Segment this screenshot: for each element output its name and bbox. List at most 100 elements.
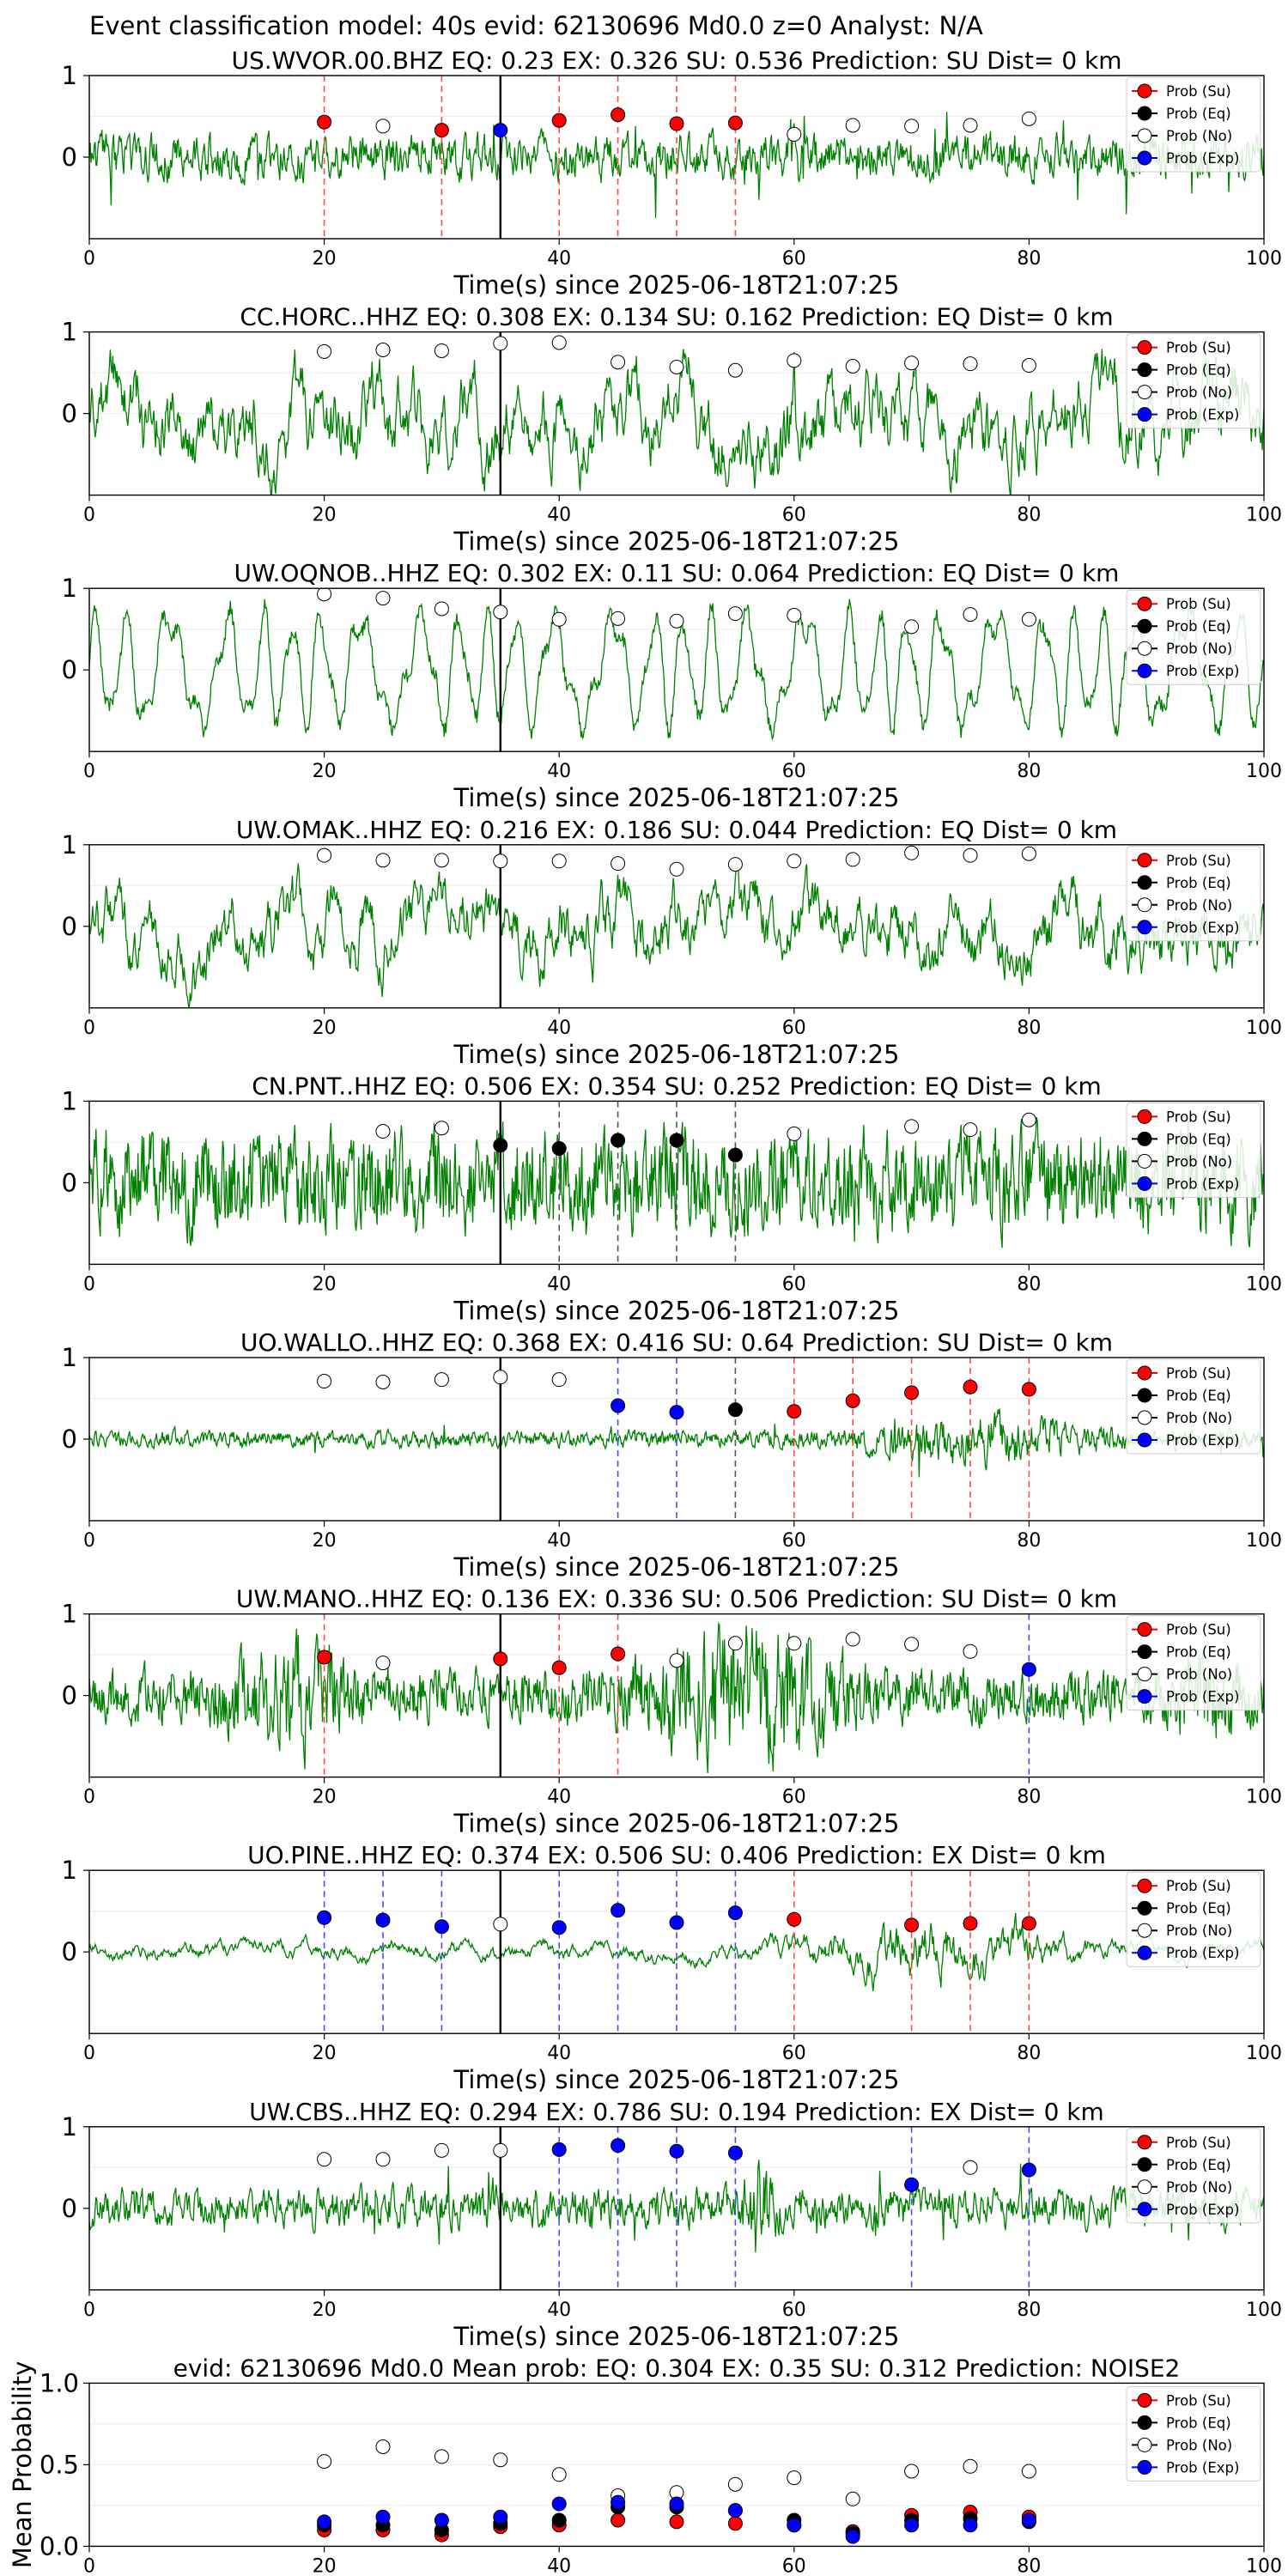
prob-marker-no	[1021, 111, 1036, 126]
prob-marker-exp	[551, 2142, 567, 2157]
legend-frame	[1126, 846, 1261, 942]
prob-marker-eq	[669, 1133, 684, 1148]
legend-label: Prob (Exp)	[1166, 407, 1239, 423]
legend-label: Prob (No)	[1166, 897, 1232, 914]
prob-marker-no	[787, 854, 802, 869]
legend-marker-eq	[1137, 1131, 1152, 1146]
x-tick-label: 80	[1017, 1018, 1041, 1039]
prob-marker-no	[963, 848, 978, 863]
prob-marker-su	[611, 1646, 626, 1662]
legend-label: Prob (No)	[1166, 2179, 1232, 2196]
prob-marker-exp	[434, 1919, 449, 1935]
legend-marker-exp	[1137, 1689, 1152, 1704]
legend-label: Prob (Su)	[1166, 340, 1231, 356]
prob-marker-no	[787, 353, 802, 368]
legend-frame	[1126, 1358, 1261, 1455]
prob-marker-no	[375, 343, 391, 357]
prob-marker-no	[434, 2142, 449, 2158]
panel-title: UW.OQNOB..HHZ EQ: 0.302 EX: 0.11 SU: 0.0…	[234, 559, 1120, 587]
x-tick-label: 0	[83, 1273, 95, 1295]
prob-marker-no	[375, 1656, 391, 1671]
prob-marker-su	[963, 1379, 978, 1394]
legend-marker-su	[1137, 2392, 1152, 2408]
legend-label: Prob (Eq)	[1166, 1131, 1231, 1147]
panel-title: CC.HORC..HHZ EQ: 0.308 EX: 0.134 SU: 0.1…	[240, 303, 1113, 331]
prob-marker-su	[317, 114, 332, 130]
x-tick-label: 40	[547, 1018, 571, 1039]
prob-marker-no	[787, 126, 802, 142]
prob-marker-no	[434, 1372, 449, 1388]
prob-marker-eq	[493, 1138, 508, 1153]
x-tick-label: 80	[1017, 248, 1041, 270]
y-tick-label: 1	[62, 1343, 77, 1372]
prob-marker-no	[434, 601, 449, 617]
panels: US.WVOR.00.BHZ EQ: 0.23 EX: 0.326 SU: 0.…	[8, 46, 1282, 2576]
legend-marker-eq	[1137, 1388, 1152, 1403]
plot-area	[89, 588, 1264, 752]
mean-prob-point-exp	[551, 2496, 567, 2512]
prob-marker-no	[1021, 358, 1036, 374]
plot-area	[89, 844, 1264, 1008]
prob-marker-no	[611, 611, 626, 626]
y-tick-label: 0	[62, 143, 77, 172]
x-tick-label: 0	[83, 1787, 95, 1808]
legend-marker-no	[1137, 2179, 1152, 2195]
x-tick-label: 20	[313, 1018, 337, 1039]
prob-marker-no	[611, 355, 626, 370]
prob-marker-no	[904, 355, 920, 371]
legend-label: Prob (Exp)	[1166, 663, 1239, 679]
legend-marker-no	[1137, 1153, 1152, 1169]
prob-marker-no	[963, 118, 978, 133]
x-tick-label: 40	[547, 2555, 571, 2576]
panel-title: UW.MANO..HHZ EQ: 0.136 EX: 0.336 SU: 0.5…	[236, 1585, 1117, 1613]
legend-label: Prob (Eq)	[1166, 106, 1231, 122]
prob-marker-no	[727, 857, 743, 872]
x-tick-label: 100	[1246, 248, 1282, 270]
legend-label: Prob (Eq)	[1166, 2157, 1231, 2173]
x-tick-label: 100	[1246, 1787, 1282, 1808]
legend-marker-exp	[1137, 2202, 1152, 2217]
panel-3: UW.OQNOB..HHZ EQ: 0.302 EX: 0.11 SU: 0.0…	[62, 559, 1282, 812]
prob-marker-exp	[611, 1903, 626, 1918]
legend-marker-su	[1137, 1109, 1152, 1124]
mean-prob-point-no	[904, 2464, 920, 2479]
prob-marker-eq	[551, 1141, 567, 1156]
legend-label: Prob (Exp)	[1166, 920, 1239, 936]
legend-label: Prob (No)	[1166, 1667, 1232, 1683]
waveform-trace	[89, 112, 1264, 218]
prob-marker-no	[375, 2152, 391, 2167]
legend-marker-exp	[1137, 407, 1152, 422]
prob-marker-su	[904, 1385, 920, 1400]
x-tick-label: 60	[782, 1273, 806, 1295]
prob-marker-exp	[1021, 1662, 1036, 1677]
y-tick-label: 1.0	[39, 2368, 79, 2397]
x-tick-label: 80	[1017, 1787, 1041, 1808]
plot-area	[89, 1358, 1264, 1521]
prob-marker-no	[551, 1372, 567, 1388]
prob-marker-no	[669, 613, 684, 629]
x-axis-label: Time(s) since 2025-06-18T21:07:25	[453, 270, 900, 300]
x-tick-label: 0	[83, 761, 95, 782]
y-axis-label: Mean Probability	[8, 2361, 37, 2569]
axes-frame	[88, 2126, 1265, 2291]
prob-marker-exp	[611, 2138, 626, 2154]
x-tick-label: 100	[1246, 2043, 1282, 2064]
legend-label: Prob (Exp)	[1166, 1945, 1239, 1961]
x-tick-label: 100	[1246, 761, 1282, 782]
y-tick-label: 0	[62, 1425, 77, 1454]
prob-marker-no	[1021, 1112, 1036, 1127]
legend-marker-exp	[1137, 1176, 1152, 1191]
y-tick-label: 1	[62, 1856, 77, 1885]
mean-prob-point-no	[787, 2470, 802, 2486]
x-axis-label: Time(s) since 2025-06-18T21:07:25	[453, 1296, 900, 1325]
legend-marker-exp	[1137, 2459, 1152, 2475]
legend-label: Prob (No)	[1166, 641, 1232, 657]
plot-area	[89, 1101, 1264, 1265]
x-tick-label: 60	[782, 2300, 806, 2321]
x-tick-label: 20	[313, 505, 337, 526]
x-tick-label: 40	[547, 2043, 571, 2064]
legend-marker-eq	[1137, 2415, 1152, 2430]
waveform-trace	[89, 2160, 1264, 2253]
prob-marker-no	[904, 1637, 920, 1652]
waveform-trace	[89, 857, 1264, 1008]
